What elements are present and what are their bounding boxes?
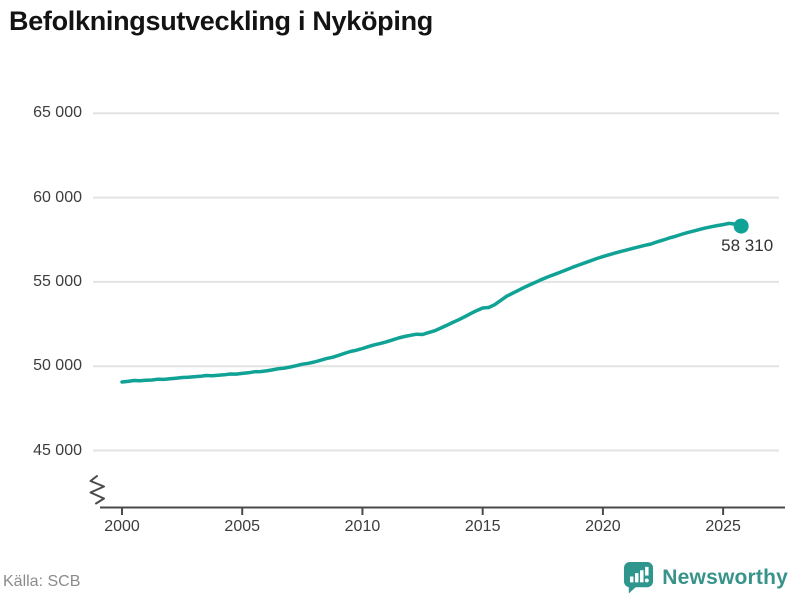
x-tick-marks bbox=[121, 507, 725, 515]
logo-bar-2 bbox=[635, 573, 639, 583]
population-line-series bbox=[120, 221, 743, 384]
x-axis-tick-label: 2025 bbox=[705, 518, 741, 535]
y-axis-tick-label: 65 000 bbox=[33, 104, 82, 122]
logo-bar-3 bbox=[640, 570, 644, 583]
x-axis-tick-label: 2000 bbox=[104, 518, 140, 535]
x-axis-tick-label: 2020 bbox=[585, 518, 621, 535]
y-axis-tick-label: 45 000 bbox=[33, 441, 82, 459]
logo-exclamation-dot bbox=[645, 578, 650, 583]
x-axis-tick-label: 2010 bbox=[344, 518, 381, 535]
last-value-label: 58 310 bbox=[721, 236, 774, 256]
newsworthy-logo: Newsworthy bbox=[623, 561, 788, 594]
y-axis-tick-label: 55 000 bbox=[33, 272, 82, 290]
logo-exclamation-bar bbox=[645, 566, 649, 576]
y-axis-tick-label: 60 000 bbox=[33, 188, 82, 206]
chart-title: Befolkningsutveckling i Nyköping bbox=[9, 6, 433, 36]
axis-break-icon bbox=[89, 475, 105, 505]
y-axis-tick-label: 50 000 bbox=[33, 357, 82, 375]
newsworthy-logo-icon bbox=[624, 562, 654, 594]
last-value-dot bbox=[733, 218, 749, 234]
x-axis-tick-label: 2015 bbox=[464, 518, 501, 535]
newsworthy-wordmark: Newsworthy bbox=[662, 565, 788, 589]
gridlines bbox=[93, 112, 779, 452]
source-attribution: Källa: SCB bbox=[3, 573, 81, 590]
x-axis-tick-label: 2005 bbox=[224, 518, 261, 535]
logo-bar-1 bbox=[630, 576, 634, 583]
